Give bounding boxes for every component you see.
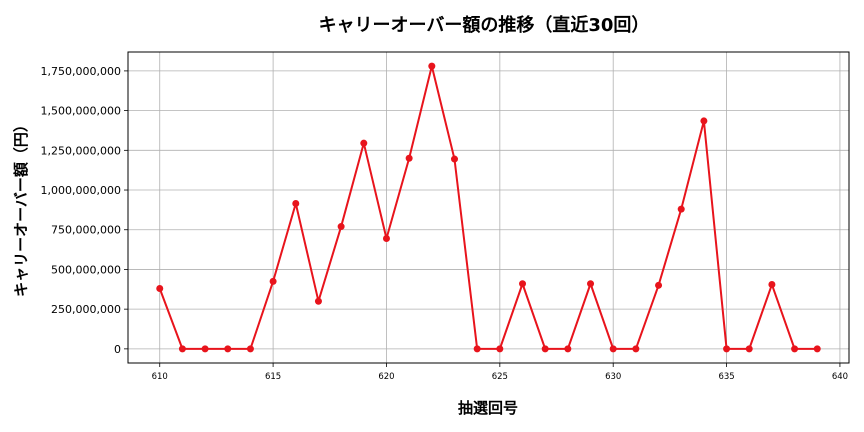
y-tick-label: 250,000,000 [51,303,121,316]
data-point [609,345,617,353]
data-point [428,62,436,70]
x-tick-label: 630 [605,372,621,382]
data-point [496,345,504,353]
y-tick-label: 750,000,000 [51,224,121,237]
data-point [677,205,685,213]
x-tick-label: 610 [152,372,168,382]
data-point [768,281,776,289]
x-tick-label: 620 [378,372,394,382]
data-point [156,285,164,293]
plot-area [127,51,850,364]
data-point [723,345,731,353]
data-point [314,297,322,305]
data-point [473,345,481,353]
grid [128,52,849,363]
data-point [382,234,390,242]
x-tick-label: 615 [265,372,281,382]
data-point [178,345,186,353]
y-axis-label: キャリーオーバー額（円） [12,117,30,297]
x-tick-label: 625 [492,372,508,382]
data-point [745,345,753,353]
x-axis-label: 抽選回号 [458,399,518,417]
chart-title: キャリーオーバー額の推移（直近30回） [319,14,650,36]
x-tick-label: 635 [718,372,734,382]
y-tick-label: 1,000,000,000 [41,184,121,197]
data-point [655,281,663,289]
ticks: 610 615 620 625 630 635 640 0 250,000,000 500,000… [41,65,849,382]
data-point [292,200,300,208]
data-point [700,117,708,125]
y-tick-label: 1,250,000,000 [41,144,121,157]
data-point [201,345,209,353]
data-point [337,223,345,231]
data-point [224,345,232,353]
series-line [158,65,818,350]
data-point [564,345,572,353]
y-tick-label: 0 [114,343,121,356]
y-tick-label: 500,000,000 [51,263,121,276]
y-tick-label: 1,500,000,000 [41,105,121,118]
data-point [360,139,368,147]
data-point [405,154,413,162]
data-point [813,345,821,353]
data-point [246,345,254,353]
data-point [269,277,277,285]
data-point [791,345,799,353]
data-point [519,280,527,288]
data-point [587,280,595,288]
y-tick-label: 1,750,000,000 [41,65,121,78]
data-point [541,345,549,353]
data-point [632,345,640,353]
series [156,62,821,353]
data-point [450,155,458,163]
x-tick-label: 640 [832,372,848,382]
